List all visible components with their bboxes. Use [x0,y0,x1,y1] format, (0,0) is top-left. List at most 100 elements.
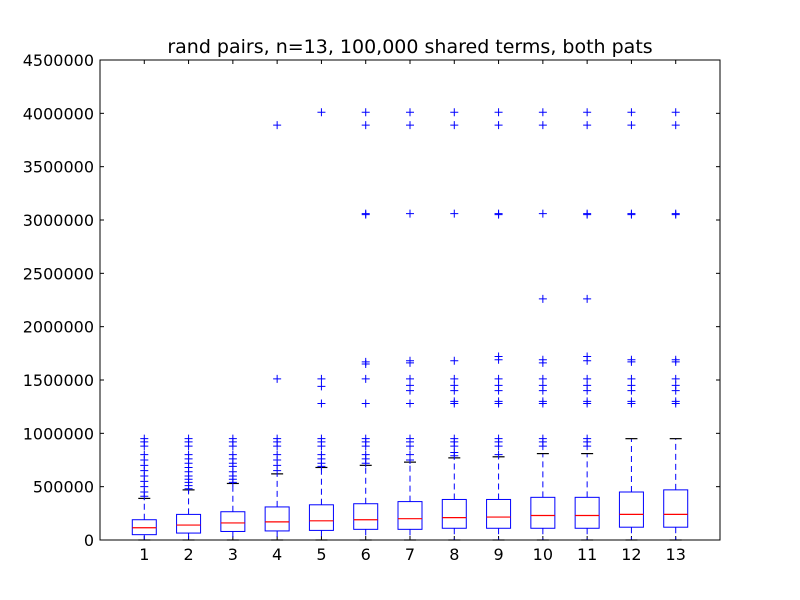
flier-point [273,450,282,459]
flier-point [228,434,237,443]
flier-point [583,352,592,361]
box [618,491,644,528]
flier-point [406,399,414,408]
flier-point [450,108,459,117]
flier-point [671,374,680,383]
box [308,504,334,531]
flier-point [317,434,326,443]
x-tick-label: 13 [666,545,686,564]
flier-point [583,397,592,406]
y-tick-label: 3000000 [23,211,94,230]
flier-point [361,121,370,130]
flier-point [450,209,459,218]
flier-point [627,355,636,364]
flier-point [583,374,592,383]
flier-point [494,209,503,218]
flier-point [406,434,414,443]
flier-point [494,352,503,361]
flier-point [494,121,503,130]
box [397,501,423,530]
flier-point [627,209,636,218]
x-tick-label: 6 [361,545,371,564]
flier-point [317,374,326,383]
flier-point [361,374,370,383]
flier-point [406,450,414,459]
flier-point [317,382,326,391]
flier-point [273,374,282,383]
flier-point [627,108,636,117]
flier-point [538,397,547,406]
x-tick-label: 5 [316,545,326,564]
flier-point [494,397,503,406]
flier-point [583,108,592,117]
y-tick-label: 1000000 [23,424,94,443]
flier-point [583,209,592,218]
flier-point [583,294,592,303]
flier-point [583,121,592,130]
flier-point [627,397,636,406]
x-tick-label: 8 [449,545,459,564]
flier-point [627,121,636,130]
flier-point [406,209,414,218]
y-tick-label: 0 [84,531,94,550]
flier-point [317,108,326,117]
flier-point [450,374,459,383]
y-tick-label: 4000000 [23,104,94,123]
flier-point [538,108,547,117]
flier-point [140,450,149,459]
flier-point [406,374,414,383]
x-tick-label: 7 [405,545,415,564]
flier-point [361,399,370,408]
x-tick-label: 10 [533,545,553,564]
flier-point [671,209,680,218]
x-tick-label: 11 [577,545,597,564]
flier-point [140,434,149,443]
flier-point [273,121,282,130]
box [176,513,202,534]
y-tick-label: 2000000 [23,318,94,337]
flier-point [361,209,370,218]
flier-point [627,374,636,383]
y-tick-label: 3500000 [23,158,94,177]
flier-point [361,108,370,117]
flier-point [361,357,370,366]
box [264,506,290,532]
box [220,511,246,532]
flier-point [450,121,459,130]
flier-point [671,121,680,130]
plot-area: 0 500000 1000000 1500000 2000000 2500000 30000… [23,51,720,564]
flier-point [273,434,282,443]
flier-point [494,434,503,443]
box [574,496,600,529]
flier-point [317,399,326,408]
x-tick-label: 2 [183,545,193,564]
flier-point [184,434,193,443]
box [486,498,512,529]
box [441,498,467,529]
flier-point [538,209,547,218]
flier-point [494,450,503,459]
flier-point [671,397,680,406]
x-tick-label: 12 [621,545,641,564]
y-tick-label: 4500000 [23,51,94,70]
flier-point [671,108,680,117]
flier-point [361,434,370,443]
flier-point [361,450,370,459]
axes-frame [99,59,721,541]
box [663,489,689,528]
flier-point [450,356,459,365]
flier-point [671,355,680,364]
x-tick-label: 3 [228,545,238,564]
x-tick-label: 4 [272,545,282,564]
flier-point [450,434,459,443]
flier-point [184,450,193,459]
flier-point [406,121,414,130]
flier-point [538,294,547,303]
flier-point [406,108,414,117]
flier-point [583,434,592,443]
flier-point [406,356,414,365]
y-tick-label: 500000 [33,478,94,497]
chart-title: rand pairs, n=13, 100,000 shared terms, … [167,36,652,58]
y-tick-label: 1500000 [23,371,94,390]
